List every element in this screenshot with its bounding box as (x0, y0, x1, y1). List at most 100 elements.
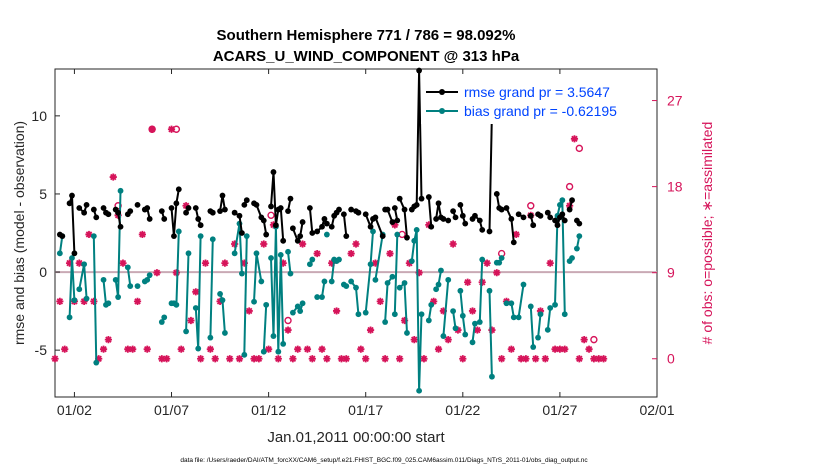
bias-point (219, 297, 226, 304)
bias-point (428, 301, 435, 308)
x-tick-label: 01/17 (348, 402, 383, 418)
rmse-point (323, 220, 330, 227)
rmse-point (510, 239, 517, 246)
rmse-point (508, 216, 515, 222)
obs-assimilated-marker (337, 355, 346, 363)
bias-point (146, 272, 153, 279)
data-file-footer: data file: /Users/raeder/DAI/ATM_forcXX/… (180, 457, 588, 464)
obs-assimilated-marker (240, 259, 248, 267)
rmse-point (479, 226, 486, 233)
bias-point (314, 294, 321, 300)
obs-possible-marker (575, 144, 584, 153)
obs-possible-marker (565, 182, 574, 191)
bias-point (207, 334, 214, 341)
rmse-series (56, 67, 583, 257)
rmse-point (272, 222, 279, 229)
rmse-line-segment (308, 207, 314, 234)
rmse-point (263, 231, 270, 238)
rmse-point (527, 212, 534, 219)
rmse-point (243, 197, 250, 204)
rmse-point (566, 206, 573, 213)
rmse-point (239, 230, 245, 236)
legend-box (421, 82, 649, 124)
left-y-ticks: -5 0 5 10 (31, 108, 60, 358)
rmse-point (127, 208, 134, 215)
obs-assimilated-marker (532, 355, 540, 363)
rmse-point (394, 217, 401, 224)
obs-assimilated-marker (182, 202, 190, 210)
rmse-point (457, 201, 464, 208)
bias-line-segment (393, 234, 399, 315)
bias-point (306, 261, 313, 268)
bias-point (285, 248, 291, 255)
rmse-point (268, 203, 274, 210)
legend-bias-marker (439, 108, 445, 114)
bias-point (280, 340, 287, 347)
obs-assimilated-marker (595, 355, 603, 363)
x-tick-label: 02/01 (639, 402, 674, 418)
rmse-line-segment (505, 207, 515, 243)
bias-point (270, 333, 277, 339)
bias-point (394, 231, 401, 238)
bias-point (440, 333, 447, 339)
bias-point (557, 201, 563, 208)
left-y-tick-label: 0 (39, 264, 47, 280)
bias-point (462, 331, 469, 338)
bias-point (459, 312, 466, 319)
bias-point (418, 311, 425, 318)
bias-point (241, 351, 248, 358)
bias-point (476, 319, 483, 325)
obs-assimilated-marker (95, 355, 103, 363)
bias-point (496, 259, 503, 266)
bias-point (90, 233, 97, 240)
bias-point (275, 348, 282, 355)
bias-point (251, 298, 257, 305)
bias-line-segment (253, 253, 263, 302)
bias-point (197, 233, 204, 240)
bias-line-segment (399, 280, 408, 334)
rmse-point (236, 212, 243, 219)
left-y-tick-label: 5 (39, 186, 47, 202)
y-axis-label-right: # of obs: o=possible; ∗=assimilated (699, 122, 715, 345)
obs-assimilated-marker (449, 240, 457, 248)
bias-point (195, 345, 202, 352)
obs-assimilated-marker (459, 355, 467, 363)
rmse-point (328, 223, 335, 230)
rmse-point (287, 195, 294, 202)
obs-assimilated-marker (138, 230, 146, 239)
bias-point (297, 308, 304, 314)
bias-point (231, 250, 238, 257)
bias-point (115, 294, 122, 300)
bias-point (127, 283, 134, 290)
legend-rmse-label: rmse grand pr = 3.5647 (464, 84, 610, 100)
right-y-tick-label: 9 (667, 265, 675, 281)
bias-point (547, 305, 554, 311)
rmse-line-segment (488, 114, 493, 232)
rmse-point (372, 214, 379, 221)
bias-line-segment (529, 306, 535, 348)
rmse-point (69, 192, 75, 199)
obs-assimilated-marker (226, 355, 234, 363)
rmse-point (391, 205, 398, 211)
bias-point (438, 267, 444, 274)
obs-assimilated-marker (522, 355, 530, 363)
obs-assimilated-marker (65, 259, 74, 267)
right-y-ticks: 0 9 18 27 (652, 93, 683, 367)
rmse-point (309, 230, 316, 236)
rmse-point (270, 169, 277, 175)
y-axis-label-left: rmse and bias (model - observation) (11, 121, 27, 345)
bias-point (112, 276, 119, 283)
bias-point (175, 228, 182, 235)
obs-assimilated-marker (551, 345, 559, 353)
bias-point (425, 317, 432, 324)
bias-point (124, 264, 131, 271)
rmse-point (384, 206, 391, 213)
rmse-point (379, 233, 386, 240)
obs-assimilated-marker (434, 345, 443, 353)
bias-point (503, 300, 510, 307)
rmse-point (367, 223, 374, 230)
rmse-point (435, 200, 442, 207)
rmse-point (537, 212, 544, 219)
rmse-point (93, 214, 100, 221)
obs-assimilated-marker (541, 355, 549, 363)
